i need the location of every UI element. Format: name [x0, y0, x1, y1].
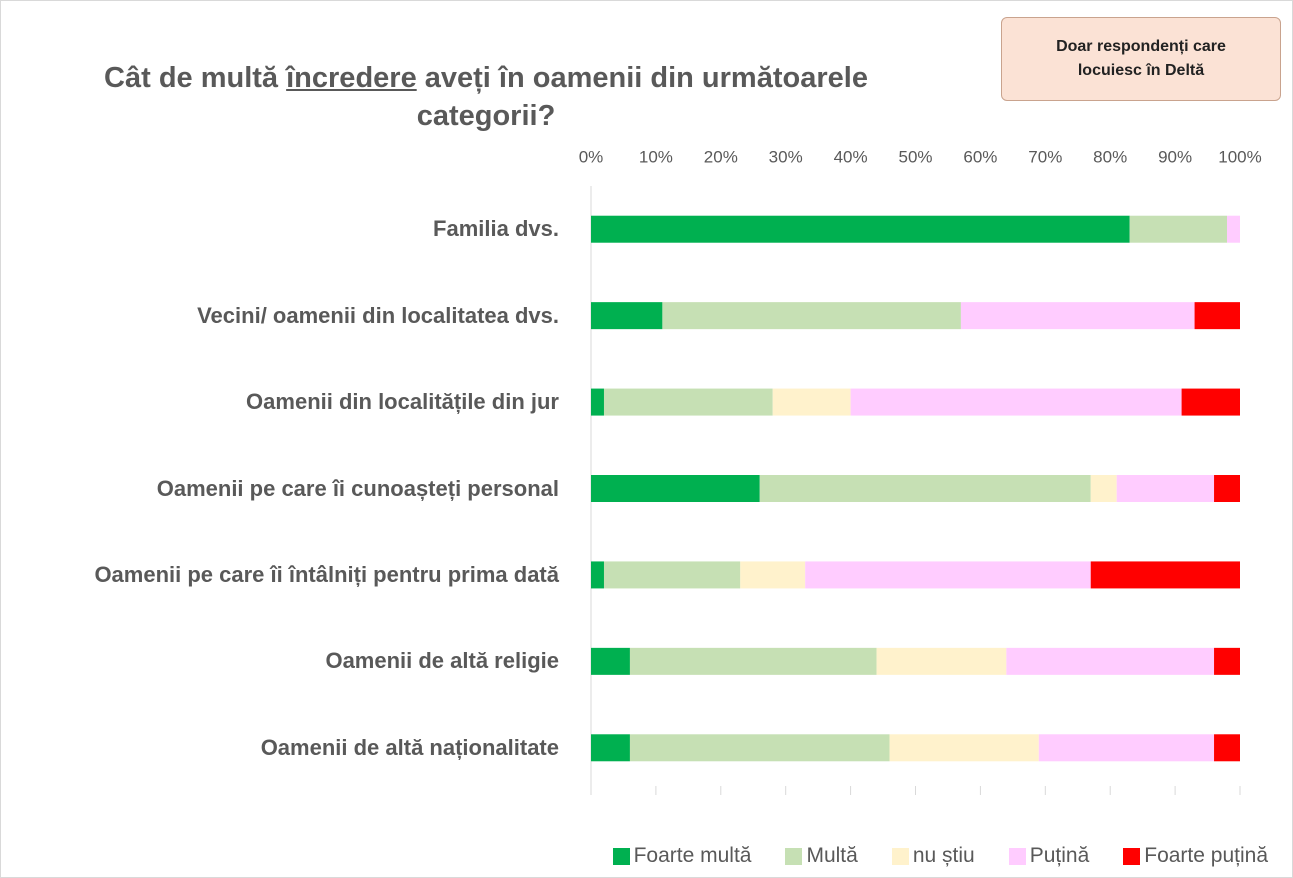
bar-segment — [760, 475, 1091, 502]
x-tick-label: 10% — [639, 147, 673, 166]
bar-segment — [740, 561, 805, 588]
x-tick-label: 60% — [963, 147, 997, 166]
legend-item: nu știu — [892, 844, 975, 868]
bar-segment — [1130, 216, 1227, 243]
legend-swatch — [1009, 848, 1026, 865]
bar-segment — [851, 389, 1182, 416]
category-label: Oamenii de altă religie — [14, 646, 559, 676]
x-tick-label: 100% — [1218, 147, 1261, 166]
legend-label: Foarte puțină — [1144, 844, 1268, 868]
legend-label: Multă — [806, 844, 857, 868]
bar-segment — [890, 734, 1039, 761]
bar-segment — [877, 648, 1007, 675]
bar-segment — [604, 389, 773, 416]
bar-segment — [662, 302, 961, 329]
bar-segment — [591, 302, 662, 329]
bar-segment — [1227, 216, 1240, 243]
x-tick-label: 40% — [834, 147, 868, 166]
x-tick-label: 80% — [1093, 147, 1127, 166]
category-label: Oamenii pe care îi cunoașteți personal — [14, 474, 559, 504]
x-tick-label: 90% — [1158, 147, 1192, 166]
bar-segment — [630, 734, 890, 761]
bar-segment — [1091, 475, 1117, 502]
bar-segment — [1214, 475, 1240, 502]
x-tick-label: 70% — [1028, 147, 1062, 166]
bar-segment — [604, 561, 740, 588]
legend-label: nu știu — [913, 844, 975, 868]
bar-segment — [591, 475, 760, 502]
legend-swatch — [892, 848, 909, 865]
bar-segment — [1006, 648, 1214, 675]
legend-item: Multă — [785, 844, 857, 868]
category-label: Vecini/ oamenii din localitatea dvs. — [14, 301, 559, 331]
bar-segment — [591, 648, 630, 675]
bar-segment — [1117, 475, 1214, 502]
category-label: Oamenii pe care îi întâlniți pentru prim… — [14, 560, 559, 590]
bar-segment — [1214, 734, 1240, 761]
bar-segment — [591, 389, 604, 416]
category-label: Oamenii din localitățile din jur — [14, 387, 559, 417]
x-tick-label: 30% — [769, 147, 803, 166]
legend-swatch — [613, 848, 630, 865]
legend-label: Foarte multă — [634, 844, 752, 868]
bar-segment — [773, 389, 851, 416]
legend-item: Puțină — [1009, 844, 1090, 868]
category-label: Oamenii de altă naționalitate — [14, 733, 559, 763]
bar-segment — [591, 561, 604, 588]
x-tick-label: 50% — [898, 147, 932, 166]
bar-segment — [805, 561, 1091, 588]
legend: Foarte multă Multă nu știu Puțină Foarte puț… — [613, 844, 1268, 868]
bar-segment — [1091, 561, 1240, 588]
bar-segment — [1182, 389, 1240, 416]
chart: Cât de multă încredere aveți în oamenii … — [0, 0, 1293, 878]
bar-segment — [1039, 734, 1214, 761]
category-label: Familia dvs. — [14, 214, 559, 244]
bar-segment — [1195, 302, 1240, 329]
legend-item: Foarte puțină — [1123, 844, 1268, 868]
bar-segment — [1214, 648, 1240, 675]
x-tick-label: 0% — [579, 147, 604, 166]
legend-label: Puțină — [1030, 844, 1090, 868]
bar-segment — [961, 302, 1195, 329]
bar-segment — [630, 648, 877, 675]
legend-item: Foarte multă — [613, 844, 752, 868]
legend-swatch — [785, 848, 802, 865]
legend-swatch — [1123, 848, 1140, 865]
bar-segment — [591, 216, 1130, 243]
x-tick-label: 20% — [704, 147, 738, 166]
bar-segment — [591, 734, 630, 761]
